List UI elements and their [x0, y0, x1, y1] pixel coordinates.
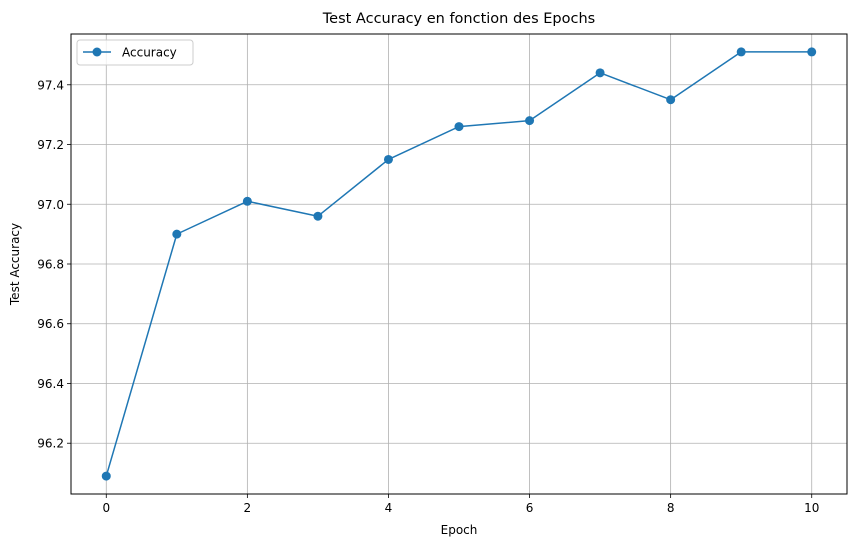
chart-title: Test Accuracy en fonction des Epochs: [322, 11, 595, 27]
grid: [71, 34, 847, 494]
accuracy-data-point: [454, 122, 464, 132]
accuracy-data-point: [525, 116, 535, 126]
x-axis-label: Epoch: [441, 523, 478, 537]
accuracy-data-point: [172, 229, 182, 239]
series-layer: [101, 47, 817, 481]
legend-marker-sample: [92, 47, 102, 57]
accuracy-data-point: [807, 47, 817, 57]
y-tick-label: 97.0: [37, 198, 64, 212]
y-tick-label: 97.2: [37, 138, 64, 152]
accuracy-data-point: [313, 211, 323, 221]
y-tick-label: 96.2: [37, 437, 64, 451]
x-tick-label: 6: [526, 501, 534, 515]
legend-label: Accuracy: [122, 46, 177, 60]
accuracy-data-point: [666, 95, 676, 105]
y-tick-label: 96.8: [37, 258, 64, 272]
x-tick-label: 0: [102, 501, 110, 515]
legend-box: [76, 39, 194, 66]
accuracy-data-point: [736, 47, 746, 57]
accuracy-data-point: [101, 471, 111, 481]
x-tick-label: 10: [804, 501, 819, 515]
x-tick-label: 8: [667, 501, 675, 515]
axis-ticks: 0 2 4 6 8 10 96.2 96.4 96.6 96.8 97.0 97.2 97.4: [37, 78, 819, 515]
accuracy-data-point: [242, 196, 252, 206]
accuracy-data-point: [595, 68, 605, 78]
y-axis-label: Test Accuracy: [8, 223, 22, 306]
accuracy-data-point: [383, 154, 393, 164]
y-tick-label: 96.6: [37, 317, 64, 331]
x-tick-label: 2: [244, 501, 252, 515]
legend: Accuracy: [76, 39, 194, 66]
y-tick-label: 97.4: [37, 78, 64, 92]
x-tick-label: 4: [385, 501, 393, 515]
y-tick-label: 96.4: [37, 377, 64, 391]
